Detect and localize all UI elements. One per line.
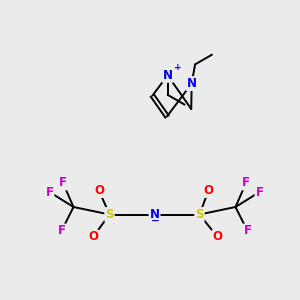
Text: S: S	[105, 208, 114, 221]
Text: O: O	[212, 230, 223, 244]
Text: F: F	[59, 176, 67, 190]
Text: O: O	[94, 184, 104, 197]
Text: O: O	[203, 184, 214, 197]
Text: S: S	[195, 208, 204, 221]
Text: −: −	[151, 215, 160, 226]
Text: N: N	[163, 69, 173, 82]
Text: F: F	[58, 224, 65, 238]
Text: F: F	[256, 185, 263, 199]
Text: N: N	[149, 208, 160, 221]
Text: F: F	[46, 185, 53, 199]
Text: F: F	[244, 224, 251, 238]
Text: +: +	[174, 63, 182, 72]
Text: F: F	[242, 176, 250, 190]
Text: O: O	[88, 230, 98, 244]
Text: N: N	[187, 77, 197, 90]
